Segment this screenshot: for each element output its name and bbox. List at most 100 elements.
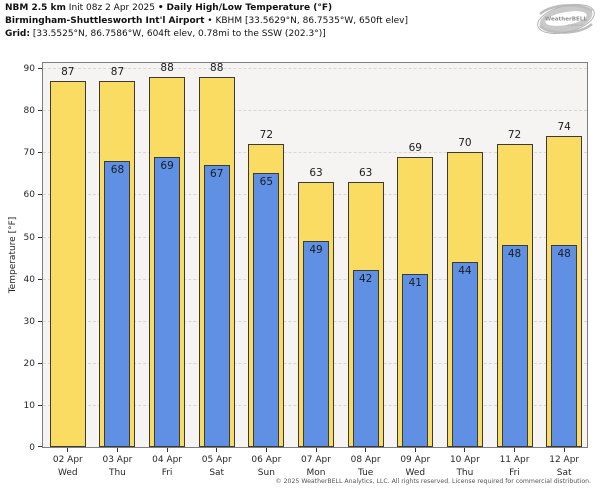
copyright-notice: © 2025 WeatherBELL Analytics, LLC. All r…	[275, 478, 591, 485]
high-value-label: 63	[309, 166, 323, 179]
y-tick-label-90: 90	[23, 64, 35, 75]
x-label-day: Thu	[456, 467, 474, 478]
grid-details: [33.5525°N, 86.7586°W, 604ft elev, 0.78m…	[32, 29, 326, 39]
x-axis-label-1: 03 Apr Thu	[93, 454, 143, 479]
y-tick-label-50: 50	[23, 232, 35, 243]
x-label-date: 07 Apr	[301, 455, 331, 465]
y-tick-label-70: 70	[23, 148, 35, 159]
x-tick-mark-4	[265, 448, 267, 452]
x-label-day: Tue	[357, 467, 374, 478]
header-line-1: NBM 2.5 km Init 08z 2 Apr 2025 • Daily H…	[5, 2, 408, 15]
grid-label: Grid:	[5, 29, 30, 39]
y-tick-mark-70	[38, 152, 42, 154]
x-label-date: 11 Apr	[499, 455, 530, 465]
high-bar-02-Apr	[49, 80, 86, 447]
x-axis-label-2: 04 Apr Fri	[142, 454, 192, 479]
station-name: Birmingham-Shuttlesworth Int'l Airport	[5, 16, 205, 26]
x-tick-mark-5	[315, 448, 317, 452]
low-value-label: 68	[110, 163, 125, 176]
x-tick-mark-8	[464, 448, 466, 452]
gridline-70	[43, 152, 587, 154]
x-label-date: 09 Apr	[400, 455, 431, 465]
init-time: Init 08z 2 Apr 2025	[68, 3, 156, 13]
y-tick-mark-50	[38, 236, 42, 238]
x-label-date: 10 Apr	[449, 455, 480, 465]
low-bar-05-Apr: 67	[203, 164, 230, 447]
x-axis-label-10: 12 Apr Sat	[539, 454, 589, 479]
x-label-day: Thu	[108, 467, 126, 478]
y-tick-mark-40	[38, 278, 42, 280]
header-line-2: Birmingham-Shuttlesworth Int'l Airport •…	[5, 15, 408, 28]
x-tick-mark-3	[216, 448, 218, 452]
x-label-day: Sun	[257, 467, 275, 478]
high-value-label: 63	[358, 166, 373, 179]
y-tick-label-80: 80	[23, 106, 35, 117]
x-tick-mark-0	[67, 448, 69, 452]
x-tick-mark-6	[365, 448, 367, 452]
high-value-label: 88	[160, 61, 174, 74]
y-tick-label-20: 20	[23, 358, 35, 369]
high-value-label: 72	[259, 128, 274, 141]
x-tick-mark-10	[563, 448, 565, 452]
x-label-day: Sat	[556, 467, 572, 478]
low-bar-04-Apr: 69	[154, 156, 181, 447]
x-axis-label-9: 11 Apr Fri	[490, 454, 540, 479]
y-tick-mark-60	[38, 194, 42, 196]
x-label-day: Sat	[209, 467, 225, 478]
station-details: KBHM [33.5629°N, 86.7535°W, 650ft elev]	[215, 16, 408, 26]
y-tick-mark-0	[38, 446, 42, 447]
x-axis-label-7: 09 Apr Wed	[390, 454, 440, 479]
x-axis-label-4: 06 Apr Sun	[242, 454, 292, 479]
low-bar-07-Apr: 49	[303, 240, 329, 447]
high-value-label: 87	[61, 65, 75, 78]
logo-brand-text: WeatherBELL	[545, 17, 587, 23]
low-bar-10-Apr: 44	[451, 261, 478, 447]
y-tick-label-40: 40	[23, 274, 35, 285]
low-value-label: 48	[557, 247, 571, 260]
y-tick-mark-30	[38, 320, 42, 322]
x-tick-mark-1	[116, 448, 118, 452]
separator-bullet: •	[157, 3, 164, 13]
x-label-date: 05 Apr	[201, 455, 232, 465]
low-bar-06-Apr: 65	[253, 173, 280, 447]
low-bar-09-Apr: 41	[402, 274, 429, 447]
low-value-label: 67	[210, 167, 224, 180]
low-value-label: 44	[458, 264, 472, 277]
logo-sub-text: Analytics LLC	[567, 23, 584, 27]
chart-header: NBM 2.5 km Init 08z 2 Apr 2025 • Daily H…	[5, 2, 408, 41]
y-tick-label-30: 30	[23, 316, 35, 327]
x-axis-label-6: 08 Apr Tue	[341, 454, 391, 479]
low-bar-08-Apr: 42	[352, 270, 379, 447]
separator-bullet: •	[207, 16, 213, 26]
gridline-80	[43, 110, 587, 112]
gridline-90	[43, 68, 587, 70]
x-label-date: 06 Apr	[251, 455, 282, 465]
high-value-label: 88	[210, 61, 224, 74]
plot-area: 0 10 20 30 40 50 60 70 80 90 87 02 Apr Wed 87 68 03 Apr…	[24, 61, 588, 478]
weatherbell-logo: WeatherBELL Analytics LLC	[537, 4, 595, 34]
y-tick-label-0: 0	[29, 443, 35, 453]
y-tick-mark-80	[38, 110, 42, 112]
x-axis-label-5: 07 Apr Mon	[291, 454, 341, 479]
low-bar-11-Apr: 48	[501, 244, 528, 447]
low-value-label: 41	[408, 277, 422, 290]
model-name: NBM 2.5 km	[5, 3, 66, 13]
y-tick-label-60: 60	[23, 190, 35, 201]
high-value-label: 70	[458, 137, 472, 150]
y-tick-mark-10	[38, 404, 42, 406]
x-tick-mark-7	[414, 448, 416, 452]
x-label-date: 08 Apr	[350, 455, 381, 465]
y-tick-mark-20	[38, 362, 42, 364]
low-value-label: 49	[309, 243, 323, 256]
x-label-day: Fri	[509, 467, 520, 478]
high-value-label: 72	[507, 128, 522, 141]
y-tick-mark-90	[38, 68, 42, 70]
x-label-date: 03 Apr	[102, 455, 133, 465]
header-line-3: Grid: [33.5525°N, 86.7586°W, 604ft elev,…	[5, 28, 408, 41]
low-value-label: 69	[160, 159, 174, 172]
x-axis-label-0: 02 Apr Wed	[43, 454, 93, 479]
low-bar-12-Apr: 48	[551, 244, 578, 447]
x-axis-label-8: 10 Apr Thu	[440, 454, 490, 479]
x-tick-mark-2	[166, 448, 168, 452]
x-label-day: Mon	[306, 467, 326, 478]
